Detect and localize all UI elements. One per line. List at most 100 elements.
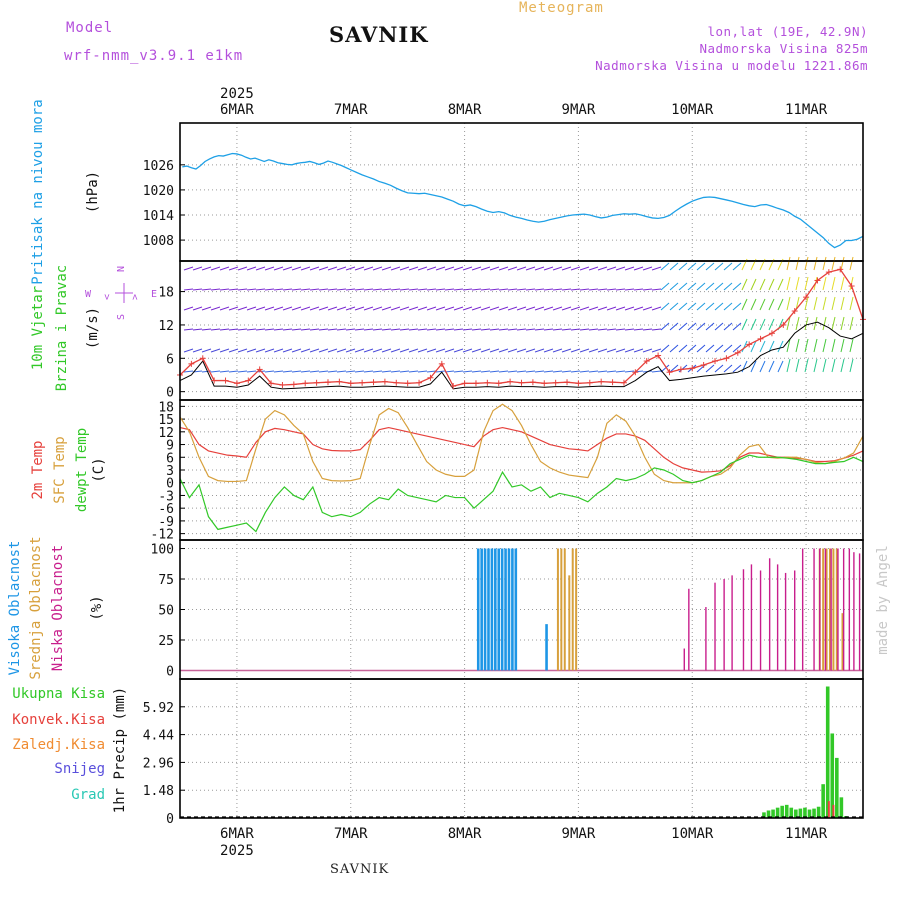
wind-barb: [336, 348, 347, 353]
wind-barb: [327, 306, 338, 311]
wind-barb: [831, 276, 836, 291]
wind-barb: [228, 348, 239, 353]
wind-barb: [282, 306, 293, 311]
y-tick-label: 6: [166, 451, 174, 466]
wind-barb: [624, 266, 635, 271]
wind-barb: [426, 348, 437, 353]
temp-axis-label-sfc: SFC Temp: [52, 436, 68, 503]
wind-barb: [237, 348, 248, 353]
cloud-bar: [480, 548, 483, 671]
page-title: SAVNIK: [329, 22, 429, 47]
wind-barb: [417, 370, 428, 373]
wind-barb: [660, 364, 670, 373]
wind-barb: [687, 302, 697, 311]
wind-barb: [759, 360, 766, 373]
precip-bar: [835, 757, 839, 818]
wind-barb: [543, 370, 554, 373]
wind-barb: [822, 276, 827, 291]
wind-barb: [282, 370, 293, 373]
y-tick-label: 12: [158, 426, 174, 441]
wind-barb: [768, 298, 775, 311]
cloud-bar: [556, 548, 559, 671]
wind-barb: [273, 348, 284, 353]
wind-barb: [345, 348, 356, 353]
wind-barb: [516, 288, 527, 291]
wind-barb: [561, 306, 572, 311]
wind-barb: [624, 348, 635, 353]
wind-barb: [732, 344, 742, 353]
wind-barb: [696, 282, 706, 291]
wind-barb: [489, 306, 500, 311]
wind-barb: [363, 348, 374, 353]
y-tick-label: 0: [166, 386, 174, 401]
wind-barb: [660, 302, 670, 311]
wind-barb: [354, 370, 365, 373]
credit-watermark: made by Angel: [875, 545, 891, 655]
wind-barb: [822, 358, 827, 373]
wind-barb: [768, 318, 775, 331]
wind-barb: [237, 288, 248, 291]
wind-barb: [687, 344, 697, 353]
wind-barb: [786, 316, 791, 331]
x-tick-label-bottom: 8MAR: [448, 826, 482, 842]
wind-barb: [381, 288, 392, 291]
wind-barb: [813, 338, 818, 353]
cloud-bar: [714, 582, 716, 671]
wind-barb: [597, 266, 608, 271]
wind-barb: [210, 306, 221, 311]
wind-barb: [705, 302, 715, 311]
wind-barb: [777, 278, 784, 291]
wind-axis-label-2: Brzina i Pravac: [54, 265, 70, 391]
wind-barb: [525, 306, 536, 311]
wind-barb: [381, 306, 392, 311]
wind-barb: [318, 370, 329, 373]
wind-barb: [381, 266, 392, 271]
wind-barb: [453, 288, 464, 291]
wind-barb: [381, 328, 392, 331]
wind-barb: [687, 322, 697, 331]
wind-barb: [849, 256, 854, 271]
wind-barb: [219, 370, 230, 373]
wind-barb: [453, 348, 464, 353]
cloud-bar: [683, 648, 685, 671]
wind-barb: [210, 348, 221, 353]
wind-barb: [498, 348, 509, 353]
wind-barb: [327, 348, 338, 353]
precip-bar: [766, 810, 771, 818]
wind-barb: [651, 288, 662, 291]
wind-barb: [480, 328, 491, 331]
wind-barb: [336, 288, 347, 291]
wind-barb: [354, 306, 365, 311]
wind-mean-line: [179, 321, 864, 390]
wind-barb: [840, 296, 845, 311]
wind-barb: [408, 306, 419, 311]
wind-barb: [768, 278, 775, 291]
wind-barb: [561, 370, 572, 373]
wind-barb: [543, 288, 554, 291]
wind-barb: [453, 370, 464, 373]
panel-precipitation: 0 1.48 2.96 4.44 5.92: [143, 678, 864, 827]
cloud-bar: [776, 564, 779, 671]
wind-barb: [336, 306, 347, 311]
cloud-bar: [731, 575, 733, 671]
wind-barb: [390, 306, 401, 311]
wind-barb: [516, 370, 527, 373]
wind-barb: [561, 348, 572, 353]
precip-bar: [798, 808, 803, 818]
wind-barb: [372, 288, 383, 291]
wind-barb: [705, 322, 715, 331]
wind-barb: [264, 266, 275, 271]
wind-barb: [381, 348, 392, 353]
wind-barb: [282, 288, 293, 291]
precip-legend-item: Zaledj.Kisa: [12, 737, 105, 753]
wind-barb: [615, 266, 626, 271]
panel-cloud: 0 25 50 75 100: [151, 539, 864, 680]
wind-barb: [318, 306, 329, 311]
cloud-bar: [487, 548, 490, 671]
wind-barb: [435, 348, 446, 353]
y-tick-label: 75: [158, 573, 174, 588]
cloud-bar: [575, 548, 578, 671]
wind-barb: [363, 266, 374, 271]
wind-barb: [201, 348, 212, 353]
